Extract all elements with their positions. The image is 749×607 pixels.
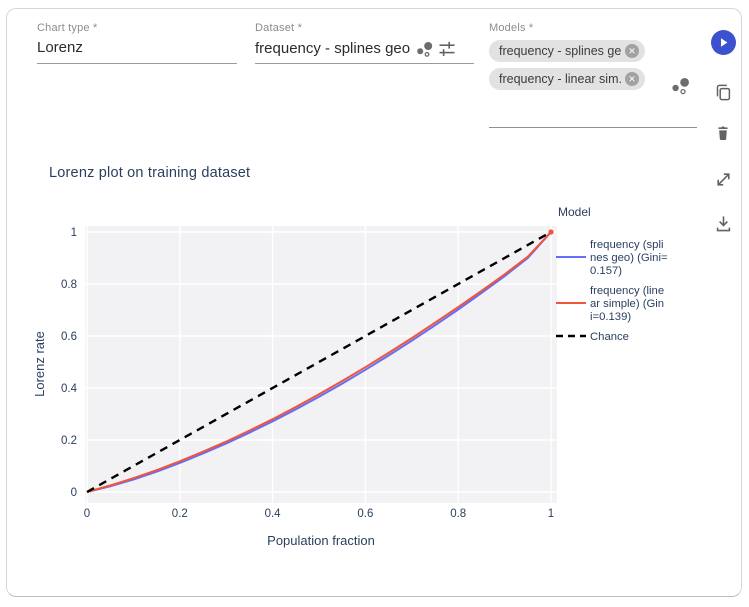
models-label: Models * — [489, 22, 534, 34]
chart-type-label: Chart type * — [37, 22, 98, 34]
models-field[interactable]: Models * frequency - splines geo ✕ frequ… — [489, 22, 697, 90]
chart-type-value[interactable]: Lorenz — [37, 39, 83, 56]
legend-item-label[interactable]: Chance — [590, 331, 629, 343]
x-tick-label: 1 — [548, 508, 554, 520]
plot-area — [85, 226, 557, 503]
model-chip-linear-simple[interactable]: frequency - linear sim... ✕ — [489, 68, 645, 90]
dataset-label: Dataset * — [255, 22, 303, 34]
dataset-value[interactable]: frequency - splines geo — [255, 40, 411, 57]
copy-icon — [716, 84, 730, 100]
legend-item-label[interactable]: nes geo) (Gini= — [590, 252, 668, 264]
dataset-field[interactable]: Dataset * frequency - splines geo — [255, 22, 474, 64]
legend-item-label[interactable]: 0.157) — [590, 265, 622, 277]
model-chip-label: frequency - linear sim... — [499, 72, 621, 86]
filter-settings-icon[interactable] — [438, 40, 456, 58]
trash-icon — [718, 126, 728, 140]
play-icon — [720, 37, 727, 47]
x-axis-title: Population fraction — [267, 533, 375, 548]
remove-chip-icon[interactable]: ✕ — [625, 44, 639, 58]
dataset-scatter-dots-icon — [416, 41, 433, 58]
plot-title: Lorenz plot on training dataset — [49, 165, 251, 181]
y-axis-title: Lorenz rate — [32, 331, 47, 397]
legend-item-label[interactable]: frequency (spli — [590, 239, 663, 251]
series-line — [86, 230, 552, 494]
models-scatter-dots-icon — [671, 77, 690, 96]
model-chip-label: frequency - splines geo — [499, 44, 621, 58]
download-button[interactable] — [710, 210, 736, 236]
models-input-underline[interactable] — [489, 127, 697, 128]
x-tick-label: 0.4 — [265, 508, 282, 520]
x-tick-label: 0.8 — [450, 508, 466, 520]
run-button[interactable] — [710, 29, 736, 55]
series-line — [86, 231, 552, 493]
expand-button[interactable] — [710, 166, 736, 192]
y-tick-label: 0.2 — [61, 435, 77, 447]
y-tick-label: 0 — [71, 487, 77, 499]
model-chip-splines-geo[interactable]: frequency - splines geo ✕ — [489, 40, 645, 62]
remove-chip-icon[interactable]: ✕ — [625, 72, 639, 86]
x-tick-label: 0 — [84, 508, 90, 520]
x-tick-label: 0.6 — [357, 508, 373, 520]
download-icon — [716, 215, 730, 231]
legend-title: Model — [558, 205, 591, 219]
chart-type-field[interactable]: Chart type * Lorenz — [37, 22, 237, 64]
x-tick-label: 0.2 — [172, 508, 188, 520]
legend-item-label[interactable]: i=0.139) — [590, 311, 631, 323]
legend-item-label[interactable]: ar simple) (Gin — [590, 298, 664, 310]
legend-item-label[interactable]: frequency (line — [590, 285, 664, 297]
expand-icon — [716, 172, 730, 186]
lorenz-plot: 00 0.2 0.2 0.4 0.4 0.6 0.6 0.8 0.8 1 1 Population f… — [32, 205, 668, 548]
copy-button[interactable] — [710, 79, 736, 105]
y-tick-label: 0.8 — [61, 279, 77, 291]
delete-button[interactable] — [710, 120, 736, 146]
series-line — [86, 231, 552, 493]
y-tick-label: 0.4 — [61, 383, 78, 395]
y-tick-label: 0.6 — [61, 331, 77, 343]
series-end-marker — [548, 229, 554, 235]
y-tick-label: 1 — [71, 227, 77, 239]
